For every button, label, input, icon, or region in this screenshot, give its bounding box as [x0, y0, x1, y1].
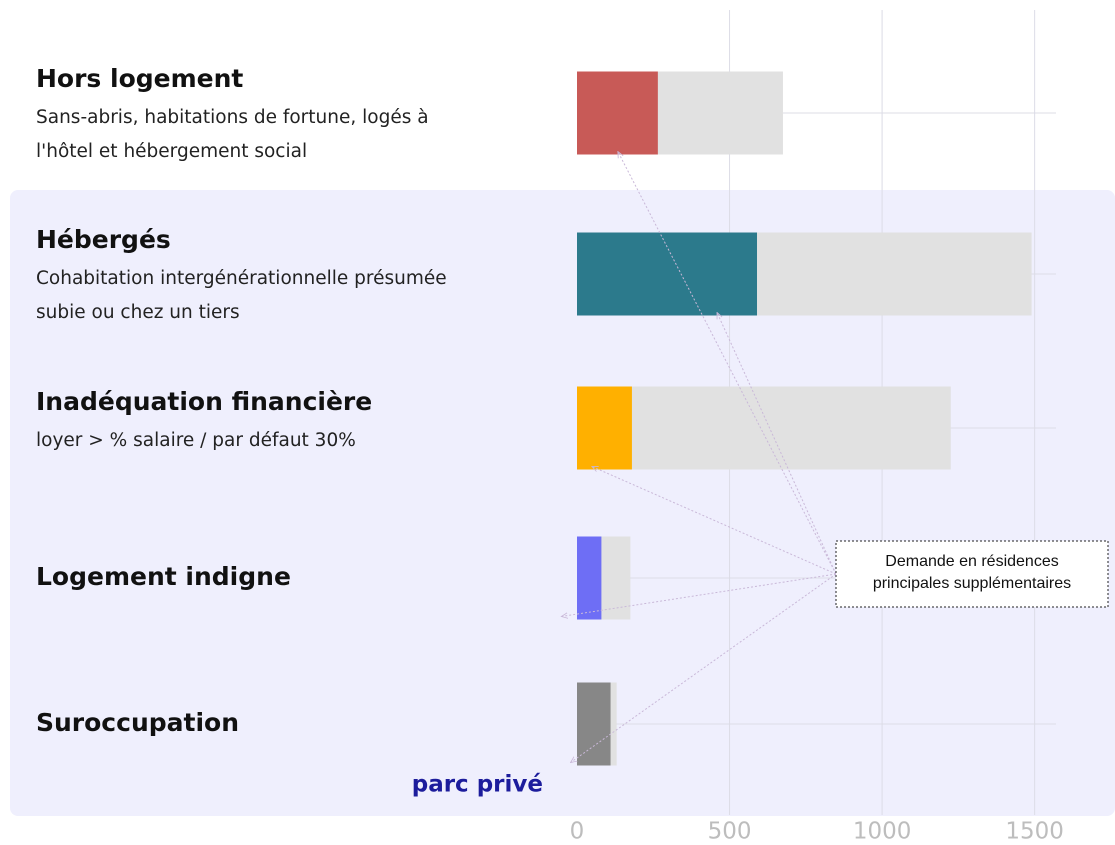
category-label: Inadéquation financière: [36, 387, 372, 416]
category-description: Sans-abris, habitations de fortune, logé…: [36, 107, 429, 128]
annotation: principales supplémentaires: [873, 575, 1071, 592]
category-label: Suroccupation: [36, 708, 239, 737]
category-label: Hébergés: [36, 225, 171, 254]
category-label: Logement indigne: [36, 562, 291, 591]
bar: [577, 71, 658, 155]
bar: [577, 386, 632, 470]
category-label: Hors logement: [36, 64, 243, 93]
category-description: subie ou chez un tiers: [36, 302, 240, 323]
x-tick-label: 1000: [853, 819, 912, 845]
bar: [577, 536, 602, 620]
annotation-arrow: [618, 152, 837, 575]
bar: [577, 682, 611, 766]
x-tick-label: 500: [708, 819, 752, 845]
annotation-box: [835, 540, 1109, 608]
category-description: l'hôtel et hébergement social: [36, 141, 307, 162]
annotation: Demande en résidences: [885, 553, 1058, 570]
category-description: loyer > % salaire / par défaut 30%: [36, 430, 356, 451]
bar: [577, 232, 758, 316]
footer-label: parc privé: [412, 772, 543, 798]
bar: [577, 386, 951, 470]
x-tick-label: 0: [570, 819, 585, 845]
x-tick-label: 1500: [1005, 819, 1064, 845]
panel: [10, 190, 1115, 816]
category-description: Cohabitation intergénérationnelle présum…: [36, 268, 447, 289]
annotation-arrow: [592, 466, 837, 575]
